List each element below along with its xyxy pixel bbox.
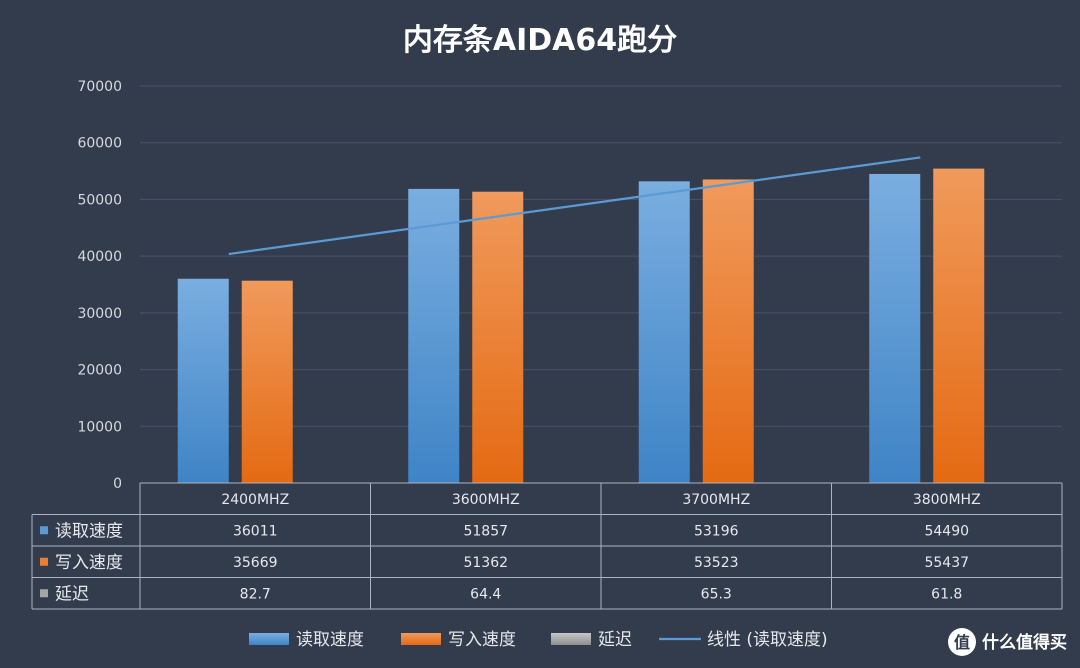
gridlines xyxy=(140,85,1062,427)
table-cell: 65.3 xyxy=(701,586,732,602)
y-axis-ticks: 0 10000 20000 30000 40000 50000 60000 70000 xyxy=(77,79,122,492)
bar-1-1 xyxy=(177,278,229,483)
y-tick-label: 70000 xyxy=(77,79,122,95)
x-category-label: 3700MHZ xyxy=(682,492,750,508)
table-cell: 36011 xyxy=(233,523,278,539)
bar-2-3 xyxy=(702,179,754,484)
table-cell: 54490 xyxy=(924,523,969,539)
table-row-header: 读取速度 xyxy=(55,521,123,541)
data-table: 2400MHZ 3600MHZ 3700MHZ 3800MHZ 读取速度 36011 518… xyxy=(31,482,1063,610)
bar-1-4 xyxy=(869,173,921,483)
legend-swatch xyxy=(401,633,441,645)
chart-title: 内存条AIDA64跑分 xyxy=(403,23,677,58)
legend-label: 延迟 xyxy=(598,630,632,650)
bar-1-3 xyxy=(638,181,690,484)
y-tick-label: 20000 xyxy=(77,363,122,379)
table-cell: 51857 xyxy=(463,523,508,539)
y-tick-label: 0 xyxy=(113,476,122,492)
table-row-key-swatch xyxy=(40,557,48,566)
legend-swatch xyxy=(551,633,591,645)
x-category-label: 3600MHZ xyxy=(452,492,520,508)
table-row-key-swatch xyxy=(40,526,48,535)
table-row-header: 写入速度 xyxy=(55,553,123,573)
y-tick-label: 60000 xyxy=(77,136,122,152)
bar-2-2 xyxy=(472,191,524,483)
y-tick-label: 30000 xyxy=(77,306,122,322)
legend-label: 读取速度 xyxy=(296,630,364,650)
legend: 读取速度 写入速度 延迟 线性 (读取速度) xyxy=(249,630,828,650)
trendline-read-speed xyxy=(228,156,921,256)
table-cell: 61.8 xyxy=(931,586,962,602)
watermark-logo-icon xyxy=(948,628,976,656)
table-cell: 53196 xyxy=(694,523,739,539)
table-cell: 51362 xyxy=(463,555,508,571)
table-cell: 35669 xyxy=(233,555,278,571)
y-tick-label: 50000 xyxy=(77,192,122,208)
table-row-key-swatch xyxy=(40,589,48,598)
bars xyxy=(177,168,1049,484)
legend-label: 写入速度 xyxy=(448,630,516,650)
bar-2-1 xyxy=(241,280,293,483)
x-category-label: 2400MHZ xyxy=(221,492,289,508)
y-tick-label: 10000 xyxy=(77,419,122,435)
table-row-header: 延迟 xyxy=(55,584,89,604)
bar-1-2 xyxy=(408,188,460,483)
legend-swatch xyxy=(249,633,289,645)
legend-label: 线性 (读取速度) xyxy=(707,630,828,650)
watermark: 值 什么值得买 xyxy=(948,628,1067,656)
table-cell: 82.7 xyxy=(240,586,271,602)
bar-2-4 xyxy=(933,168,985,483)
watermark-text: 什么值得买 xyxy=(982,632,1067,653)
trendline xyxy=(228,156,921,256)
watermark-logo-glyph: 值 xyxy=(954,633,970,652)
table-cell: 53523 xyxy=(694,555,739,571)
table-cell: 64.4 xyxy=(470,586,501,602)
table-cell: 55437 xyxy=(924,555,969,571)
x-category-label: 3800MHZ xyxy=(913,492,981,508)
y-tick-label: 40000 xyxy=(77,249,122,265)
